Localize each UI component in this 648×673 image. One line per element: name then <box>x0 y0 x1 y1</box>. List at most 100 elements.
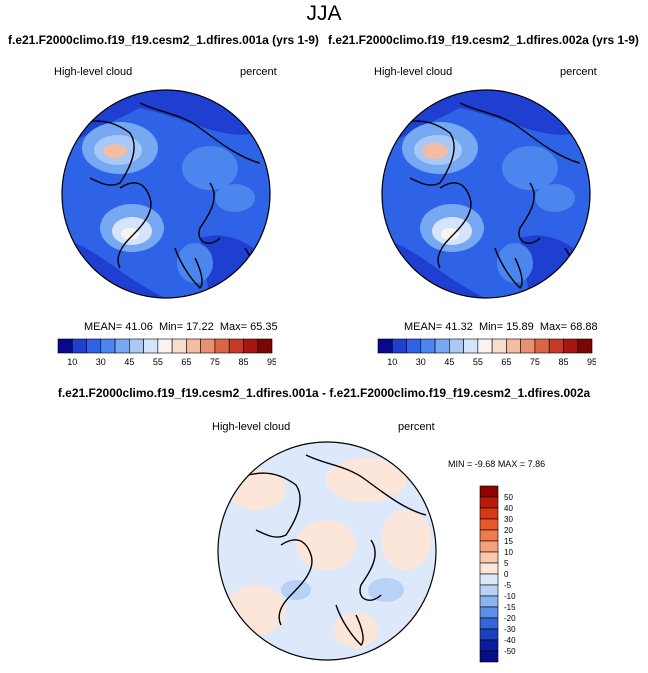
colorbar-swatch <box>71 338 87 354</box>
colorbar-tick-label: 10 <box>504 548 513 557</box>
colorbar-swatch <box>479 551 499 564</box>
mean-value: 41.06 <box>125 321 153 333</box>
colorbar-swatch <box>479 507 499 520</box>
min-label: Min= <box>478 321 504 333</box>
max-value: 65.35 <box>250 321 278 333</box>
colorbar-swatch <box>114 338 130 354</box>
colorbar-tick-label: -50 <box>504 647 516 656</box>
min-value: 17.22 <box>186 321 214 333</box>
colorbar-swatch <box>157 338 173 354</box>
colorbar-swatch <box>391 338 407 354</box>
colorbar-swatch <box>479 628 499 641</box>
colorbar-tick-label: 15 <box>504 537 513 546</box>
colorbar-swatch <box>479 650 499 663</box>
colorbar-swatch <box>479 606 499 619</box>
colorbar-swatch <box>479 529 499 542</box>
colorbar-swatch <box>479 584 499 597</box>
difference-variable-label: High-level cloud <box>212 421 291 433</box>
colorbar-swatch <box>479 573 499 586</box>
colorbar-tick-label: 30 <box>96 357 106 367</box>
colorbar-tick-label: 95 <box>587 357 596 367</box>
mean-value: 41.32 <box>445 321 473 333</box>
difference-title: f.e21.F2000climo.f19_f19.cesm2_1.dfires.… <box>57 386 591 400</box>
colorbar-swatch <box>406 338 422 354</box>
difference-units-label: percent <box>398 421 435 433</box>
colorbar-tick-label: 45 <box>124 357 134 367</box>
colorbar-tick-label: 10 <box>67 357 77 367</box>
colorbar-tick-label: -40 <box>504 636 516 645</box>
colorbar-swatch <box>477 338 493 354</box>
colorbar-tick-label: 85 <box>238 357 248 367</box>
mean-label: MEAN= <box>84 321 123 333</box>
colorbar-tick-label: 95 <box>267 357 276 367</box>
colorbar-tick-label: 75 <box>530 357 540 367</box>
colorbar-swatch <box>100 338 116 354</box>
colorbar-swatch <box>214 338 230 354</box>
colorbar-swatch <box>548 338 564 354</box>
diff-max-value: 7.86 <box>527 459 546 469</box>
colorbar-swatch <box>491 338 507 354</box>
colorbar-tick-label: 85 <box>558 357 568 367</box>
colorbar-swatch <box>479 485 499 498</box>
panel2-colorbar: 10 30 45 55 65 75 85 95 <box>377 338 596 367</box>
panel2-variable-label: High-level cloud <box>374 66 453 78</box>
diff-max-label: MAX = <box>497 459 526 469</box>
colorbar-swatch <box>479 639 499 652</box>
colorbar-swatch <box>577 338 593 354</box>
colorbar-tick-label: 10 <box>387 357 397 367</box>
diff-min-label: MIN = <box>448 459 473 469</box>
panel1-units-label: percent <box>240 66 277 78</box>
colorbar-tick-label: -15 <box>504 603 516 612</box>
colorbar-swatch <box>257 338 273 354</box>
colorbar-tick-label: -20 <box>504 614 516 623</box>
colorbar-swatch <box>420 338 436 354</box>
colorbar-swatch <box>243 338 259 354</box>
colorbar-swatch <box>434 338 450 354</box>
colorbar-tick-label: 55 <box>153 357 163 367</box>
max-label: Max= <box>539 321 568 333</box>
max-label: Max= <box>219 321 248 333</box>
colorbar-swatch <box>449 338 464 354</box>
panel1-case-title: f.e21.F2000climo.f19_f19.cesm2_1.dfires.… <box>8 33 319 47</box>
panel1-colorbar: 10 30 45 55 65 75 85 95 <box>57 338 276 367</box>
panel2-stats: MEAN= 41.32 Min= 15.89 Max= 68.88 <box>404 321 598 333</box>
colorbar-swatch <box>463 338 479 354</box>
colorbar-tick-label: 30 <box>504 515 513 524</box>
colorbar-swatch <box>479 617 499 630</box>
colorbar-swatch <box>200 338 216 354</box>
panel2-case-title: f.e21.F2000climo.f19_f19.cesm2_1.dfires.… <box>328 33 639 47</box>
figure-title: JJA <box>306 2 342 25</box>
colorbar-swatch <box>228 338 244 354</box>
panel1-stats: MEAN= 41.06 Min= 17.22 Max= 65.35 <box>84 321 278 333</box>
colorbar-swatch <box>479 562 499 575</box>
colorbar-tick-label: -30 <box>504 625 516 634</box>
panel2-polar-map <box>381 89 591 299</box>
colorbar-swatch <box>534 338 550 354</box>
colorbar-tick-label: 65 <box>501 357 511 367</box>
colorbar-swatch <box>479 496 499 509</box>
difference-polar-map <box>217 441 437 661</box>
panel2-units-label: percent <box>560 66 597 78</box>
colorbar-swatch <box>506 338 521 354</box>
colorbar-swatch <box>143 338 159 354</box>
panel1-variable-label: High-level cloud <box>54 66 133 78</box>
colorbar-swatch <box>377 338 393 354</box>
colorbar-tick-label: 45 <box>444 357 454 367</box>
colorbar-tick-label: 55 <box>473 357 483 367</box>
colorbar-tick-label: 30 <box>416 357 426 367</box>
colorbar-tick-label: -5 <box>504 581 512 590</box>
colorbar-swatch <box>86 338 102 354</box>
colorbar-swatch <box>563 338 579 354</box>
colorbar-swatch <box>57 338 73 354</box>
colorbar-swatch <box>171 338 187 354</box>
difference-stats: MIN = -9.68 MAX = 7.86 <box>448 459 545 469</box>
colorbar-tick-label: 75 <box>210 357 220 367</box>
mean-label: MEAN= <box>404 321 443 333</box>
colorbar-tick-label: 20 <box>504 526 513 535</box>
colorbar-tick-label: 0 <box>504 570 509 579</box>
min-value: 15.89 <box>506 321 534 333</box>
colorbar-tick-label: 50 <box>504 493 513 502</box>
colorbar-tick-label: 5 <box>504 559 509 568</box>
colorbar-tick-label: -10 <box>504 592 516 601</box>
